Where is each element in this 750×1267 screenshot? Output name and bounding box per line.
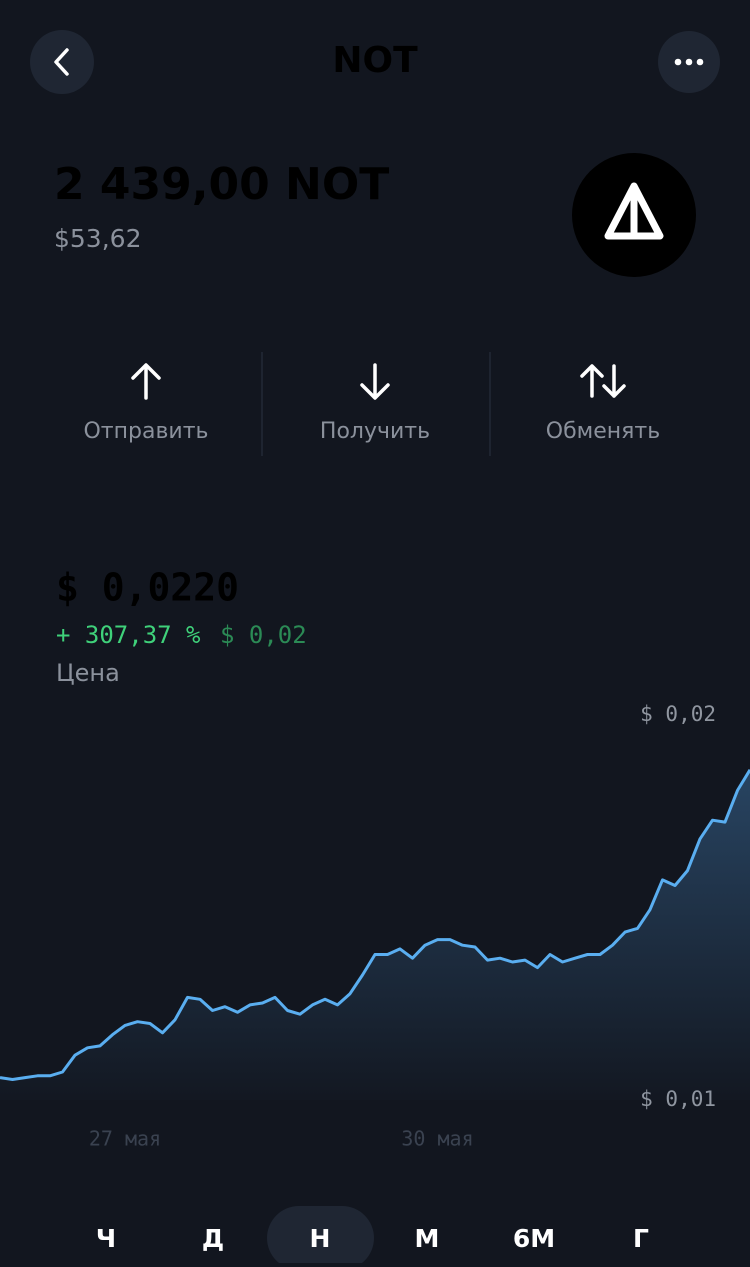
action-swap[interactable]: Обменять: [546, 364, 660, 444]
x-tick-label: 27 мая: [89, 1127, 161, 1151]
price-label: Цена: [56, 659, 120, 687]
period-tab[interactable]: Ч: [96, 1224, 116, 1253]
max-label: $ 0,02: [640, 702, 716, 726]
action-label: Отправить: [83, 419, 208, 444]
token-logo: [572, 153, 696, 277]
area: [0, 769, 750, 1100]
price-change-percent: + 307,37 %: [56, 621, 201, 649]
balance-fiat: $53,62: [54, 224, 141, 253]
period-tab[interactable]: Н: [310, 1224, 331, 1253]
back-button[interactable]: [30, 30, 94, 94]
period-tab[interactable]: 6М: [513, 1224, 555, 1253]
price-line: [0, 769, 750, 1081]
period-selected-bg: [267, 1206, 374, 1267]
action-label: Получить: [320, 419, 430, 444]
action-receive[interactable]: Получить: [320, 363, 430, 444]
balance-amount: 2 439,00 NOT: [54, 159, 389, 210]
price-value: $ 0,0220: [56, 566, 239, 610]
price-change-fiat: $ 0,02: [220, 621, 307, 649]
header-title: NOT: [332, 40, 418, 81]
period-tab[interactable]: Г: [633, 1224, 649, 1253]
x-tick-label: 30 мая: [401, 1127, 473, 1151]
period-tab[interactable]: М: [415, 1224, 440, 1253]
action-label: Обменять: [546, 419, 660, 444]
period-tab[interactable]: Д: [202, 1224, 224, 1253]
more-button[interactable]: [658, 31, 720, 93]
action-send[interactable]: Отправить: [83, 363, 209, 444]
